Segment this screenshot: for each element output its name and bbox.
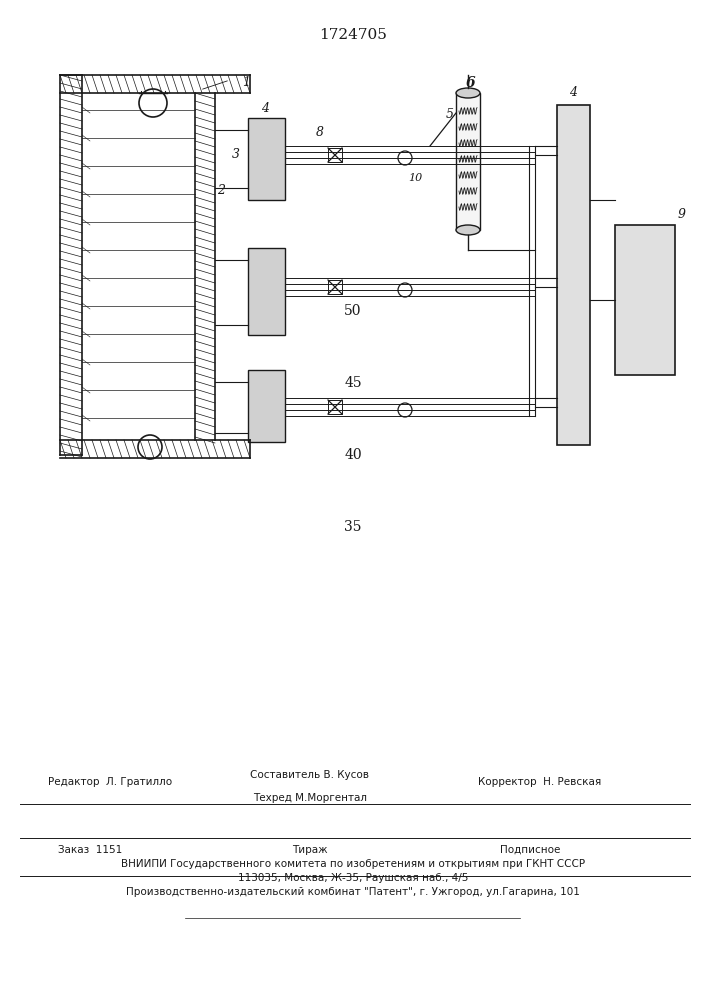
Text: Корректор  Н. Ревская: Корректор Н. Ревская <box>479 777 602 787</box>
Text: Тираж: Тираж <box>292 845 328 855</box>
Bar <box>456 93 480 230</box>
Text: 2: 2 <box>217 184 225 196</box>
Ellipse shape <box>456 88 480 98</box>
Text: Составитель В. Кусов: Составитель В. Кусов <box>250 770 370 780</box>
Text: 10: 10 <box>408 173 422 183</box>
Text: Техред М.Моргентал: Техред М.Моргентал <box>253 793 367 803</box>
Text: 40: 40 <box>344 448 362 462</box>
Text: Редактор  Л. Гратилло: Редактор Л. Гратилло <box>48 777 172 787</box>
Text: 8: 8 <box>316 126 324 139</box>
Text: 113035, Москва, Ж-35, Раушская наб., 4/5: 113035, Москва, Ж-35, Раушская наб., 4/5 <box>238 873 468 883</box>
Text: Заказ  1151: Заказ 1151 <box>58 845 122 855</box>
Bar <box>248 370 285 442</box>
Text: Производственно-издательский комбинат "Патент", г. Ужгород, ул.Гагарина, 101: Производственно-издательский комбинат "П… <box>126 887 580 897</box>
Text: 6: 6 <box>465 76 475 90</box>
Text: 45: 45 <box>344 376 362 390</box>
Text: 3: 3 <box>232 148 240 161</box>
Text: ВНИИПИ Государственного комитета по изобретениям и открытиям при ГКНТ СССР: ВНИИПИ Государственного комитета по изоб… <box>121 859 585 869</box>
Bar <box>557 105 590 445</box>
Text: 5: 5 <box>446 108 454 121</box>
Text: 50: 50 <box>344 304 362 318</box>
Text: 4: 4 <box>569 86 577 99</box>
Text: Подписное: Подписное <box>500 845 560 855</box>
Text: 9: 9 <box>678 209 686 222</box>
Bar <box>248 118 285 200</box>
Text: 4: 4 <box>261 102 269 114</box>
Ellipse shape <box>456 225 480 235</box>
Bar <box>615 225 675 375</box>
Text: 35: 35 <box>344 520 362 534</box>
Text: 1: 1 <box>242 76 250 89</box>
Bar <box>248 248 285 335</box>
Text: 1724705: 1724705 <box>319 28 387 42</box>
